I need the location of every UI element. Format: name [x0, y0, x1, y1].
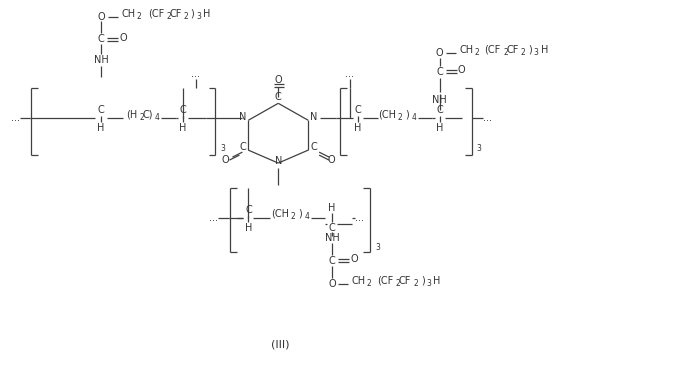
- Text: 2: 2: [396, 279, 401, 288]
- Text: (CF: (CF: [484, 45, 500, 55]
- Text: O: O: [275, 76, 282, 85]
- Text: O: O: [350, 254, 358, 264]
- Text: H: H: [540, 45, 548, 55]
- Text: C: C: [98, 34, 104, 43]
- Text: ...: ...: [209, 213, 218, 223]
- Text: 2: 2: [521, 48, 526, 57]
- Text: ...: ...: [10, 113, 20, 123]
- Text: 2: 2: [136, 12, 141, 21]
- Text: O: O: [458, 65, 466, 76]
- Text: O: O: [329, 279, 336, 289]
- Text: ...: ...: [191, 70, 200, 79]
- Text: (CH: (CH: [378, 109, 396, 119]
- Text: H: H: [354, 123, 361, 133]
- Text: 2: 2: [166, 12, 171, 21]
- Text: 4: 4: [305, 212, 310, 221]
- Text: (H: (H: [127, 109, 138, 119]
- Text: O: O: [222, 155, 229, 165]
- Text: (CF: (CF: [149, 9, 165, 19]
- Text: 2: 2: [366, 279, 371, 288]
- Text: CH: CH: [352, 276, 366, 286]
- Text: 3: 3: [426, 279, 431, 288]
- Text: CF: CF: [169, 9, 182, 19]
- Text: ): ): [421, 276, 424, 286]
- Text: C: C: [436, 67, 443, 77]
- Text: 3: 3: [375, 243, 380, 252]
- Text: 2: 2: [474, 48, 479, 57]
- Text: CF: CF: [506, 45, 519, 55]
- Text: 2: 2: [183, 12, 188, 21]
- Text: ...: ...: [345, 70, 354, 79]
- Text: ): ): [528, 45, 532, 55]
- Text: C: C: [275, 92, 282, 102]
- Text: O: O: [327, 155, 335, 165]
- Text: N: N: [310, 112, 318, 122]
- Text: (CH: (CH: [271, 209, 289, 219]
- Text: C: C: [436, 105, 443, 115]
- Text: C: C: [329, 223, 336, 233]
- Text: O: O: [97, 12, 105, 22]
- Text: C: C: [329, 256, 336, 266]
- Text: NH: NH: [432, 95, 447, 105]
- Text: H: H: [436, 123, 443, 133]
- Text: H: H: [329, 203, 336, 213]
- Text: C): C): [143, 109, 153, 119]
- Text: H: H: [179, 123, 187, 133]
- Text: C: C: [245, 205, 252, 215]
- Text: 2: 2: [503, 48, 507, 57]
- Text: (III): (III): [271, 340, 289, 349]
- Text: N: N: [239, 112, 246, 122]
- Text: ...: ...: [356, 213, 364, 223]
- Text: H: H: [203, 9, 210, 19]
- Text: 3: 3: [476, 144, 481, 153]
- Text: 2: 2: [139, 113, 144, 122]
- Text: O: O: [119, 33, 127, 43]
- Text: 2: 2: [398, 113, 402, 122]
- Text: NH: NH: [325, 233, 340, 243]
- Text: CH: CH: [459, 45, 474, 55]
- Text: CH: CH: [122, 9, 136, 19]
- Text: 4: 4: [411, 113, 416, 122]
- Text: 4: 4: [154, 113, 159, 122]
- Text: (CF: (CF: [377, 276, 393, 286]
- Text: H: H: [433, 276, 440, 286]
- Text: H: H: [245, 223, 252, 233]
- Text: ): ): [298, 209, 302, 219]
- Text: C: C: [354, 105, 361, 115]
- Text: ): ): [405, 109, 409, 119]
- Text: CF: CF: [398, 276, 411, 286]
- Text: ): ): [191, 9, 194, 19]
- Text: C: C: [98, 105, 104, 115]
- Text: 3: 3: [196, 12, 201, 21]
- Text: ...: ...: [483, 113, 492, 123]
- Text: NH: NH: [94, 55, 108, 65]
- Text: N: N: [275, 156, 282, 166]
- Text: C: C: [239, 142, 246, 152]
- Text: 2: 2: [413, 279, 418, 288]
- Text: 3: 3: [534, 48, 539, 57]
- Text: O: O: [436, 47, 443, 58]
- Text: H: H: [97, 123, 105, 133]
- Text: C: C: [311, 142, 317, 152]
- Text: 3: 3: [220, 144, 225, 153]
- Text: C: C: [179, 105, 186, 115]
- Text: 2: 2: [291, 212, 296, 221]
